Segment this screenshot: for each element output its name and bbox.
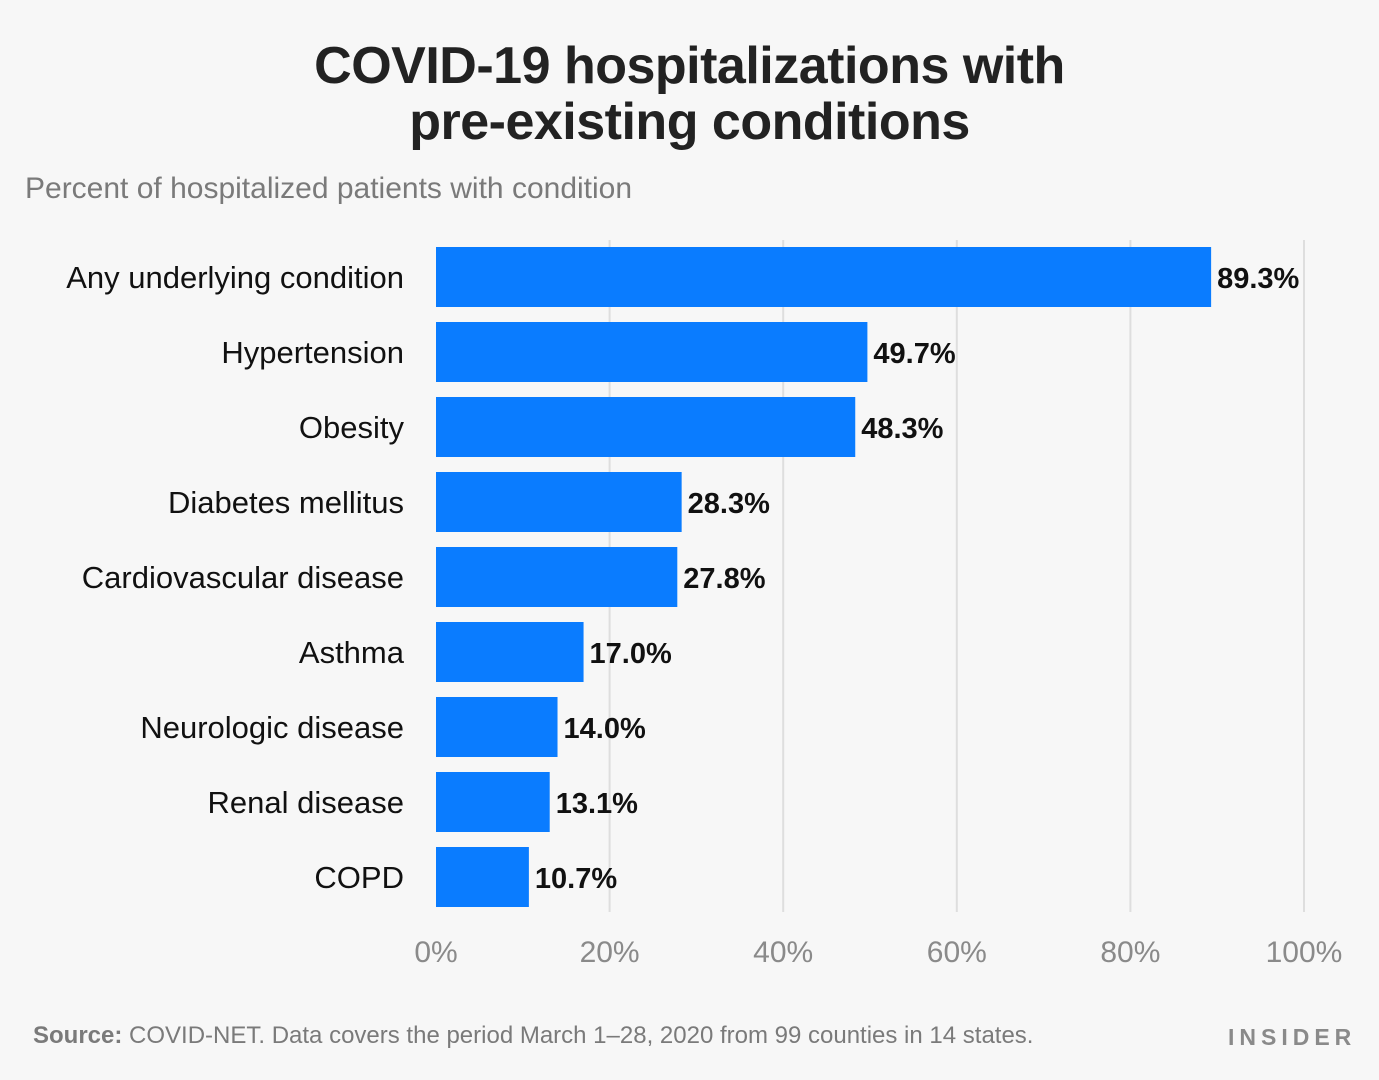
category-label: Hypertension [221, 335, 404, 370]
bar [436, 547, 678, 607]
category-label: Asthma [299, 635, 405, 670]
chart-subtitle: Percent of hospitalized patients with co… [25, 172, 633, 205]
category-label: Any underlying condition [66, 260, 404, 295]
bar [436, 772, 550, 832]
bars [436, 247, 1212, 907]
source-note: Source: COVID-NET. Data covers the perio… [33, 1022, 1033, 1050]
value-label: 10.7% [535, 863, 617, 895]
value-label: 48.3% [861, 413, 943, 445]
category-label: Neurologic disease [140, 710, 404, 745]
category-label: Renal disease [208, 785, 404, 820]
category-labels: Any underlying condition Hypertension Obes… [66, 260, 405, 895]
x-tick-label: 20% [580, 936, 640, 969]
value-label: 14.0% [564, 713, 646, 745]
source-label: Source: [33, 1022, 123, 1049]
brand-logo: INSIDER [1228, 1024, 1357, 1050]
bar [436, 847, 529, 907]
x-tick-label: 100% [1266, 936, 1343, 969]
category-label: Obesity [299, 410, 405, 445]
bar [436, 472, 682, 532]
category-label: COPD [314, 860, 404, 895]
chart-title-line-1: COVID-19 hospitalizations with [314, 37, 1065, 95]
bar [436, 247, 1212, 307]
chart-title-line-2: pre-existing conditions [409, 93, 970, 151]
x-tick-label: 40% [753, 936, 813, 969]
chart-title: COVID-19 hospitalizations with pre-exist… [0, 38, 1379, 150]
value-label: 89.3% [1217, 263, 1299, 295]
x-tick-label: 60% [927, 936, 987, 969]
value-labels: 89.3% 49.7% 48.3% 28.3% 27.8% 17.0% 14.0% 13.1%… [535, 263, 1300, 895]
value-label: 49.7% [873, 338, 955, 370]
x-tick-label: 0% [414, 936, 457, 969]
category-label: Diabetes mellitus [168, 485, 404, 520]
bar [436, 697, 558, 757]
bar [436, 397, 856, 457]
value-label: 28.3% [688, 488, 770, 520]
x-tick-label: 80% [1100, 936, 1160, 969]
category-label: Cardiovascular disease [82, 560, 404, 595]
value-label: 13.1% [556, 788, 638, 820]
value-label: 27.8% [683, 563, 765, 595]
bar [436, 622, 584, 682]
value-label: 17.0% [590, 638, 672, 670]
bar [436, 322, 868, 382]
source-text: COVID-NET. Data covers the period March … [122, 1022, 1034, 1049]
x-axis-ticks: 0% 20% 40% 60% 80% 100% [414, 936, 1342, 969]
